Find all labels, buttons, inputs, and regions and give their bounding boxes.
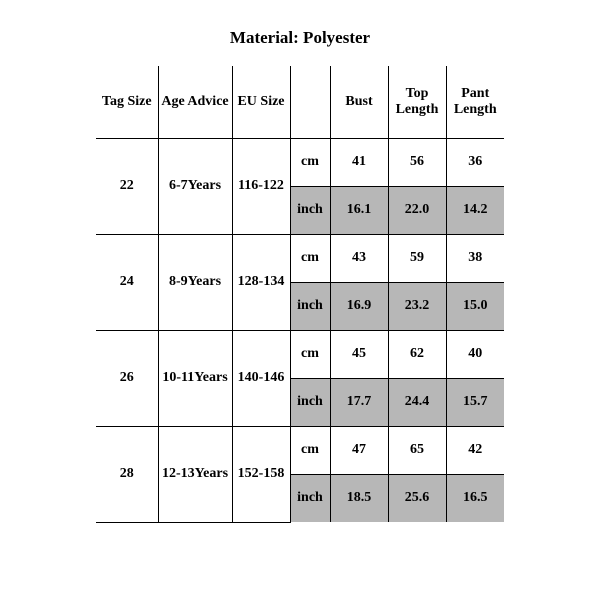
table-header-row: Tag Size Age Advice EU Size Bust Top Len… — [96, 66, 504, 138]
cell-top-cm: 59 — [388, 234, 446, 282]
cell-top-inch: 22.0 — [388, 186, 446, 234]
col-unit — [290, 66, 330, 138]
col-bust: Bust — [330, 66, 388, 138]
cell-bust-cm: 43 — [330, 234, 388, 282]
cell-bust-inch: 16.9 — [330, 282, 388, 330]
col-top-length: Top Length — [388, 66, 446, 138]
col-eu-size: EU Size — [232, 66, 290, 138]
cell-eu: 116-122 — [232, 138, 290, 234]
cell-age: 12-13Years — [158, 426, 232, 522]
cell-pant-inch: 15.7 — [446, 378, 504, 426]
table-row: 22 6-7Years 116-122 cm 41 56 36 — [96, 138, 504, 186]
cell-pant-cm: 38 — [446, 234, 504, 282]
cell-age: 6-7Years — [158, 138, 232, 234]
cell-unit-inch: inch — [290, 282, 330, 330]
cell-bust-cm: 41 — [330, 138, 388, 186]
table-row: 24 8-9Years 128-134 cm 43 59 38 — [96, 234, 504, 282]
page-title: Material: Polyester — [0, 0, 600, 66]
cell-pant-cm: 42 — [446, 426, 504, 474]
cell-top-inch: 23.2 — [388, 282, 446, 330]
cell-eu: 140-146 — [232, 330, 290, 426]
cell-eu: 152-158 — [232, 426, 290, 522]
cell-unit-cm: cm — [290, 426, 330, 474]
cell-unit-inch: inch — [290, 378, 330, 426]
cell-bust-inch: 17.7 — [330, 378, 388, 426]
cell-top-inch: 24.4 — [388, 378, 446, 426]
cell-top-inch: 25.6 — [388, 474, 446, 522]
cell-bust-inch: 18.5 — [330, 474, 388, 522]
cell-unit-inch: inch — [290, 186, 330, 234]
col-age-advice: Age Advice — [158, 66, 232, 138]
table-row: 26 10-11Years 140-146 cm 45 62 40 — [96, 330, 504, 378]
size-table: Tag Size Age Advice EU Size Bust Top Len… — [96, 66, 504, 523]
cell-bust-cm: 47 — [330, 426, 388, 474]
col-pant-length: Pant Length — [446, 66, 504, 138]
cell-tag: 22 — [96, 138, 158, 234]
cell-top-cm: 56 — [388, 138, 446, 186]
cell-bust-inch: 16.1 — [330, 186, 388, 234]
cell-pant-inch: 14.2 — [446, 186, 504, 234]
cell-top-cm: 62 — [388, 330, 446, 378]
cell-top-cm: 65 — [388, 426, 446, 474]
cell-unit-cm: cm — [290, 330, 330, 378]
cell-pant-cm: 36 — [446, 138, 504, 186]
cell-tag: 24 — [96, 234, 158, 330]
cell-age: 10-11Years — [158, 330, 232, 426]
cell-pant-inch: 16.5 — [446, 474, 504, 522]
cell-unit-cm: cm — [290, 138, 330, 186]
cell-pant-cm: 40 — [446, 330, 504, 378]
cell-unit-inch: inch — [290, 474, 330, 522]
cell-tag: 26 — [96, 330, 158, 426]
col-tag-size: Tag Size — [96, 66, 158, 138]
cell-age: 8-9Years — [158, 234, 232, 330]
cell-tag: 28 — [96, 426, 158, 522]
cell-eu: 128-134 — [232, 234, 290, 330]
table-row: 28 12-13Years 152-158 cm 47 65 42 — [96, 426, 504, 474]
cell-unit-cm: cm — [290, 234, 330, 282]
cell-bust-cm: 45 — [330, 330, 388, 378]
cell-pant-inch: 15.0 — [446, 282, 504, 330]
